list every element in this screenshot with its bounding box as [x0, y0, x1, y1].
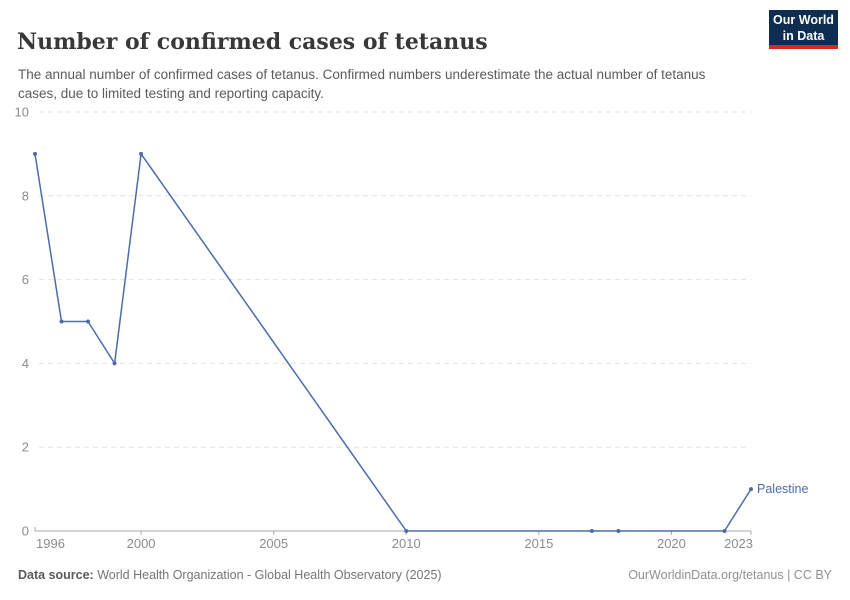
x-tick-label: 2005: [259, 536, 288, 551]
data-point-marker[interactable]: [722, 529, 727, 533]
x-tick-label: 2010: [392, 536, 421, 551]
data-point-marker[interactable]: [139, 151, 144, 156]
data-source-text: World Health Organization - Global Healt…: [97, 568, 442, 582]
y-tick-label: 0: [22, 524, 29, 539]
page-title: Number of confirmed cases of tetanus: [17, 28, 488, 55]
data-point-marker[interactable]: [33, 151, 37, 156]
data-point-marker[interactable]: [404, 529, 409, 533]
owid-logo[interactable]: Our World in Data: [769, 10, 838, 49]
x-tick-label: 1996: [36, 536, 65, 551]
x-tick-label: 2015: [524, 536, 553, 551]
chart-footer: Data source: World Health Organization -…: [18, 568, 832, 582]
owid-logo-line2: in Data: [782, 29, 825, 43]
owid-logo-line1: Our World: [773, 13, 834, 27]
data-source-label: Data source:: [18, 568, 98, 582]
data-point-marker[interactable]: [589, 529, 594, 533]
chart-subtitle: The annual number of confirmed cases of …: [18, 66, 706, 101]
y-tick-label: 8: [22, 188, 29, 203]
y-tick-label: 6: [22, 272, 29, 287]
y-tick-label: 2: [22, 440, 29, 455]
y-tick-label: 4: [22, 356, 29, 371]
data-point-marker[interactable]: [112, 361, 117, 366]
x-tick-label: 2023: [724, 536, 753, 551]
y-tick-label: 10: [15, 105, 29, 120]
series-end-label[interactable]: Palestine: [757, 482, 808, 496]
footer-link[interactable]: OurWorldinData.org/tetanus | CC BY: [628, 568, 832, 582]
data-source: Data source: World Health Organization -…: [18, 568, 442, 582]
data-point-marker[interactable]: [616, 529, 621, 533]
data-point-marker[interactable]: [59, 319, 64, 324]
x-tick-label: 2000: [127, 536, 156, 551]
data-point-marker[interactable]: [86, 319, 91, 324]
data-point-marker[interactable]: [749, 487, 753, 492]
series-line[interactable]: [34, 153, 752, 532]
line-chart: 0 2 4 6 8 10 1996 2000 2005 2010 2015 2020 2023 Pales…: [15, 105, 809, 552]
x-tick-label: 2020: [657, 536, 686, 551]
